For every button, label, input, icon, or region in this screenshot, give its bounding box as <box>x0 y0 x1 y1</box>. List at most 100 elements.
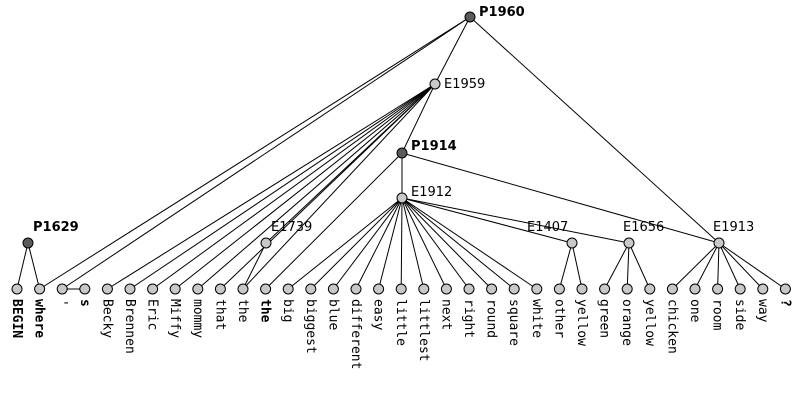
edge-E1912-L12 <box>287 197 403 290</box>
label-p1914: P1914 <box>411 139 457 154</box>
edge-P1914-E1913 <box>401 152 720 244</box>
leaf-word-7: Miffy <box>167 299 182 338</box>
leaf-node-14 <box>327 283 339 295</box>
node-e1959 <box>429 78 441 90</box>
label-e1959: E1959 <box>444 77 485 92</box>
edge-E1912-L18 <box>401 197 425 290</box>
leaf-node-4 <box>101 283 113 295</box>
leaf-word-15: different <box>348 299 363 369</box>
leaf-word-2: ' <box>54 299 69 307</box>
leaf-node-30 <box>689 283 701 295</box>
leaf-word-5: Brennen <box>122 299 137 354</box>
leaf-node-21 <box>486 283 498 295</box>
leaves-layer: BEGIN where ' s Becky Brennen Eric Miffy mommy th… <box>9 283 792 369</box>
label-e1407: E1407 <box>527 220 568 235</box>
edge-P1914-L11 <box>265 152 403 290</box>
leaf-word-3: s <box>77 299 92 307</box>
leaf-node-12 <box>282 283 294 295</box>
leaf-word-24: other <box>551 299 566 338</box>
edge-E1912-L14 <box>333 197 403 290</box>
edge-E1913-L31 <box>717 242 720 290</box>
leaf-word-19: next <box>438 299 453 330</box>
edge-E1913-L29 <box>672 242 720 290</box>
edge-E1912-L20 <box>401 197 470 290</box>
leaf-word-6: Eric <box>145 299 160 330</box>
label-e1912: E1912 <box>411 185 452 200</box>
leaf-node-24 <box>553 283 565 295</box>
leaf-node-28 <box>644 283 656 295</box>
node-e1656 <box>623 237 635 249</box>
node-p1960 <box>464 11 476 23</box>
node-p1914 <box>396 147 408 159</box>
leaf-node-16 <box>373 283 385 295</box>
leaf-word-23: white <box>529 299 544 338</box>
leaf-node-19 <box>440 283 452 295</box>
leaf-node-22 <box>508 283 520 295</box>
edge-E1959-P1914 <box>401 83 436 154</box>
node-e1407 <box>566 237 578 249</box>
edge-E1912-L22 <box>401 197 515 290</box>
node-e1739 <box>260 237 272 249</box>
leaf-node-9 <box>214 283 226 295</box>
leaf-word-22: square <box>506 299 521 346</box>
leaf-node-6 <box>147 283 159 295</box>
edge-E1959-E1739 <box>265 83 436 244</box>
edge-E1656-L26 <box>604 242 630 290</box>
edge-E1912-L21 <box>401 197 492 290</box>
edge-P1960-L1 <box>39 16 471 290</box>
leaf-word-16: easy <box>371 299 386 330</box>
leaf-node-2 <box>56 283 68 295</box>
nodes-layer <box>22 11 725 249</box>
label-e1656: E1656 <box>623 220 664 235</box>
edge-P1629-L1 <box>27 242 41 290</box>
leaf-word-11: the <box>258 299 273 323</box>
edge-E1912-L13 <box>310 197 403 290</box>
leaf-node-7 <box>169 283 181 295</box>
leaf-node-25 <box>576 283 588 295</box>
edge-E1739-L10 <box>242 242 267 290</box>
leaf-word-4: Becky <box>99 299 114 338</box>
edge-P1960-L2 <box>61 16 471 290</box>
edge-E1656-L28 <box>628 242 651 290</box>
edge-E1912-L23 <box>401 197 538 290</box>
leaf-word-25: yellow <box>574 299 589 346</box>
edge-E1913-L30 <box>694 242 720 290</box>
edge-E1913-L33 <box>718 242 764 290</box>
leaf-word-33: way <box>755 299 770 323</box>
leaf-word-29: chicken <box>664 299 679 354</box>
leaf-word-17: little <box>393 299 408 346</box>
leaf-node-26 <box>599 283 611 295</box>
leaf-word-18: littlest <box>416 299 431 362</box>
leaf-node-17 <box>395 283 407 295</box>
leaf-node-32 <box>734 283 746 295</box>
leaf-word-14: blue <box>325 299 340 330</box>
leaf-word-27: orange <box>619 299 634 346</box>
edge-E1912-L16 <box>378 197 403 290</box>
leaf-node-34 <box>779 283 791 295</box>
edge-E1913-L34 <box>718 242 786 290</box>
leaf-node-10 <box>237 283 249 295</box>
edge-E1959-L8 <box>197 83 436 290</box>
edge-E1407-L24 <box>558 242 573 290</box>
leaf-node-15 <box>350 283 362 295</box>
leaf-word-30: one <box>687 299 702 323</box>
edge-P1960-E1913 <box>469 16 720 244</box>
leaf-node-31 <box>712 283 724 295</box>
edge-E1912-E1656 <box>401 197 630 244</box>
label-p1960: P1960 <box>479 5 525 20</box>
edge-E1912-E1407 <box>401 197 573 244</box>
leaf-node-20 <box>463 283 475 295</box>
leaf-word-10: the <box>235 299 250 323</box>
node-p1629 <box>22 237 34 249</box>
leaf-node-3 <box>79 283 91 295</box>
label-e1739: E1739 <box>271 220 312 235</box>
node-e1912 <box>396 192 408 204</box>
leaf-word-9: that <box>212 299 227 330</box>
edges-layer <box>16 16 786 290</box>
leaf-node-0 <box>11 283 23 295</box>
leaf-word-34: ? <box>777 299 792 307</box>
edge-E1959-L7 <box>174 83 436 290</box>
leaf-word-12: big <box>280 299 295 322</box>
leaf-word-26: green <box>597 299 612 338</box>
